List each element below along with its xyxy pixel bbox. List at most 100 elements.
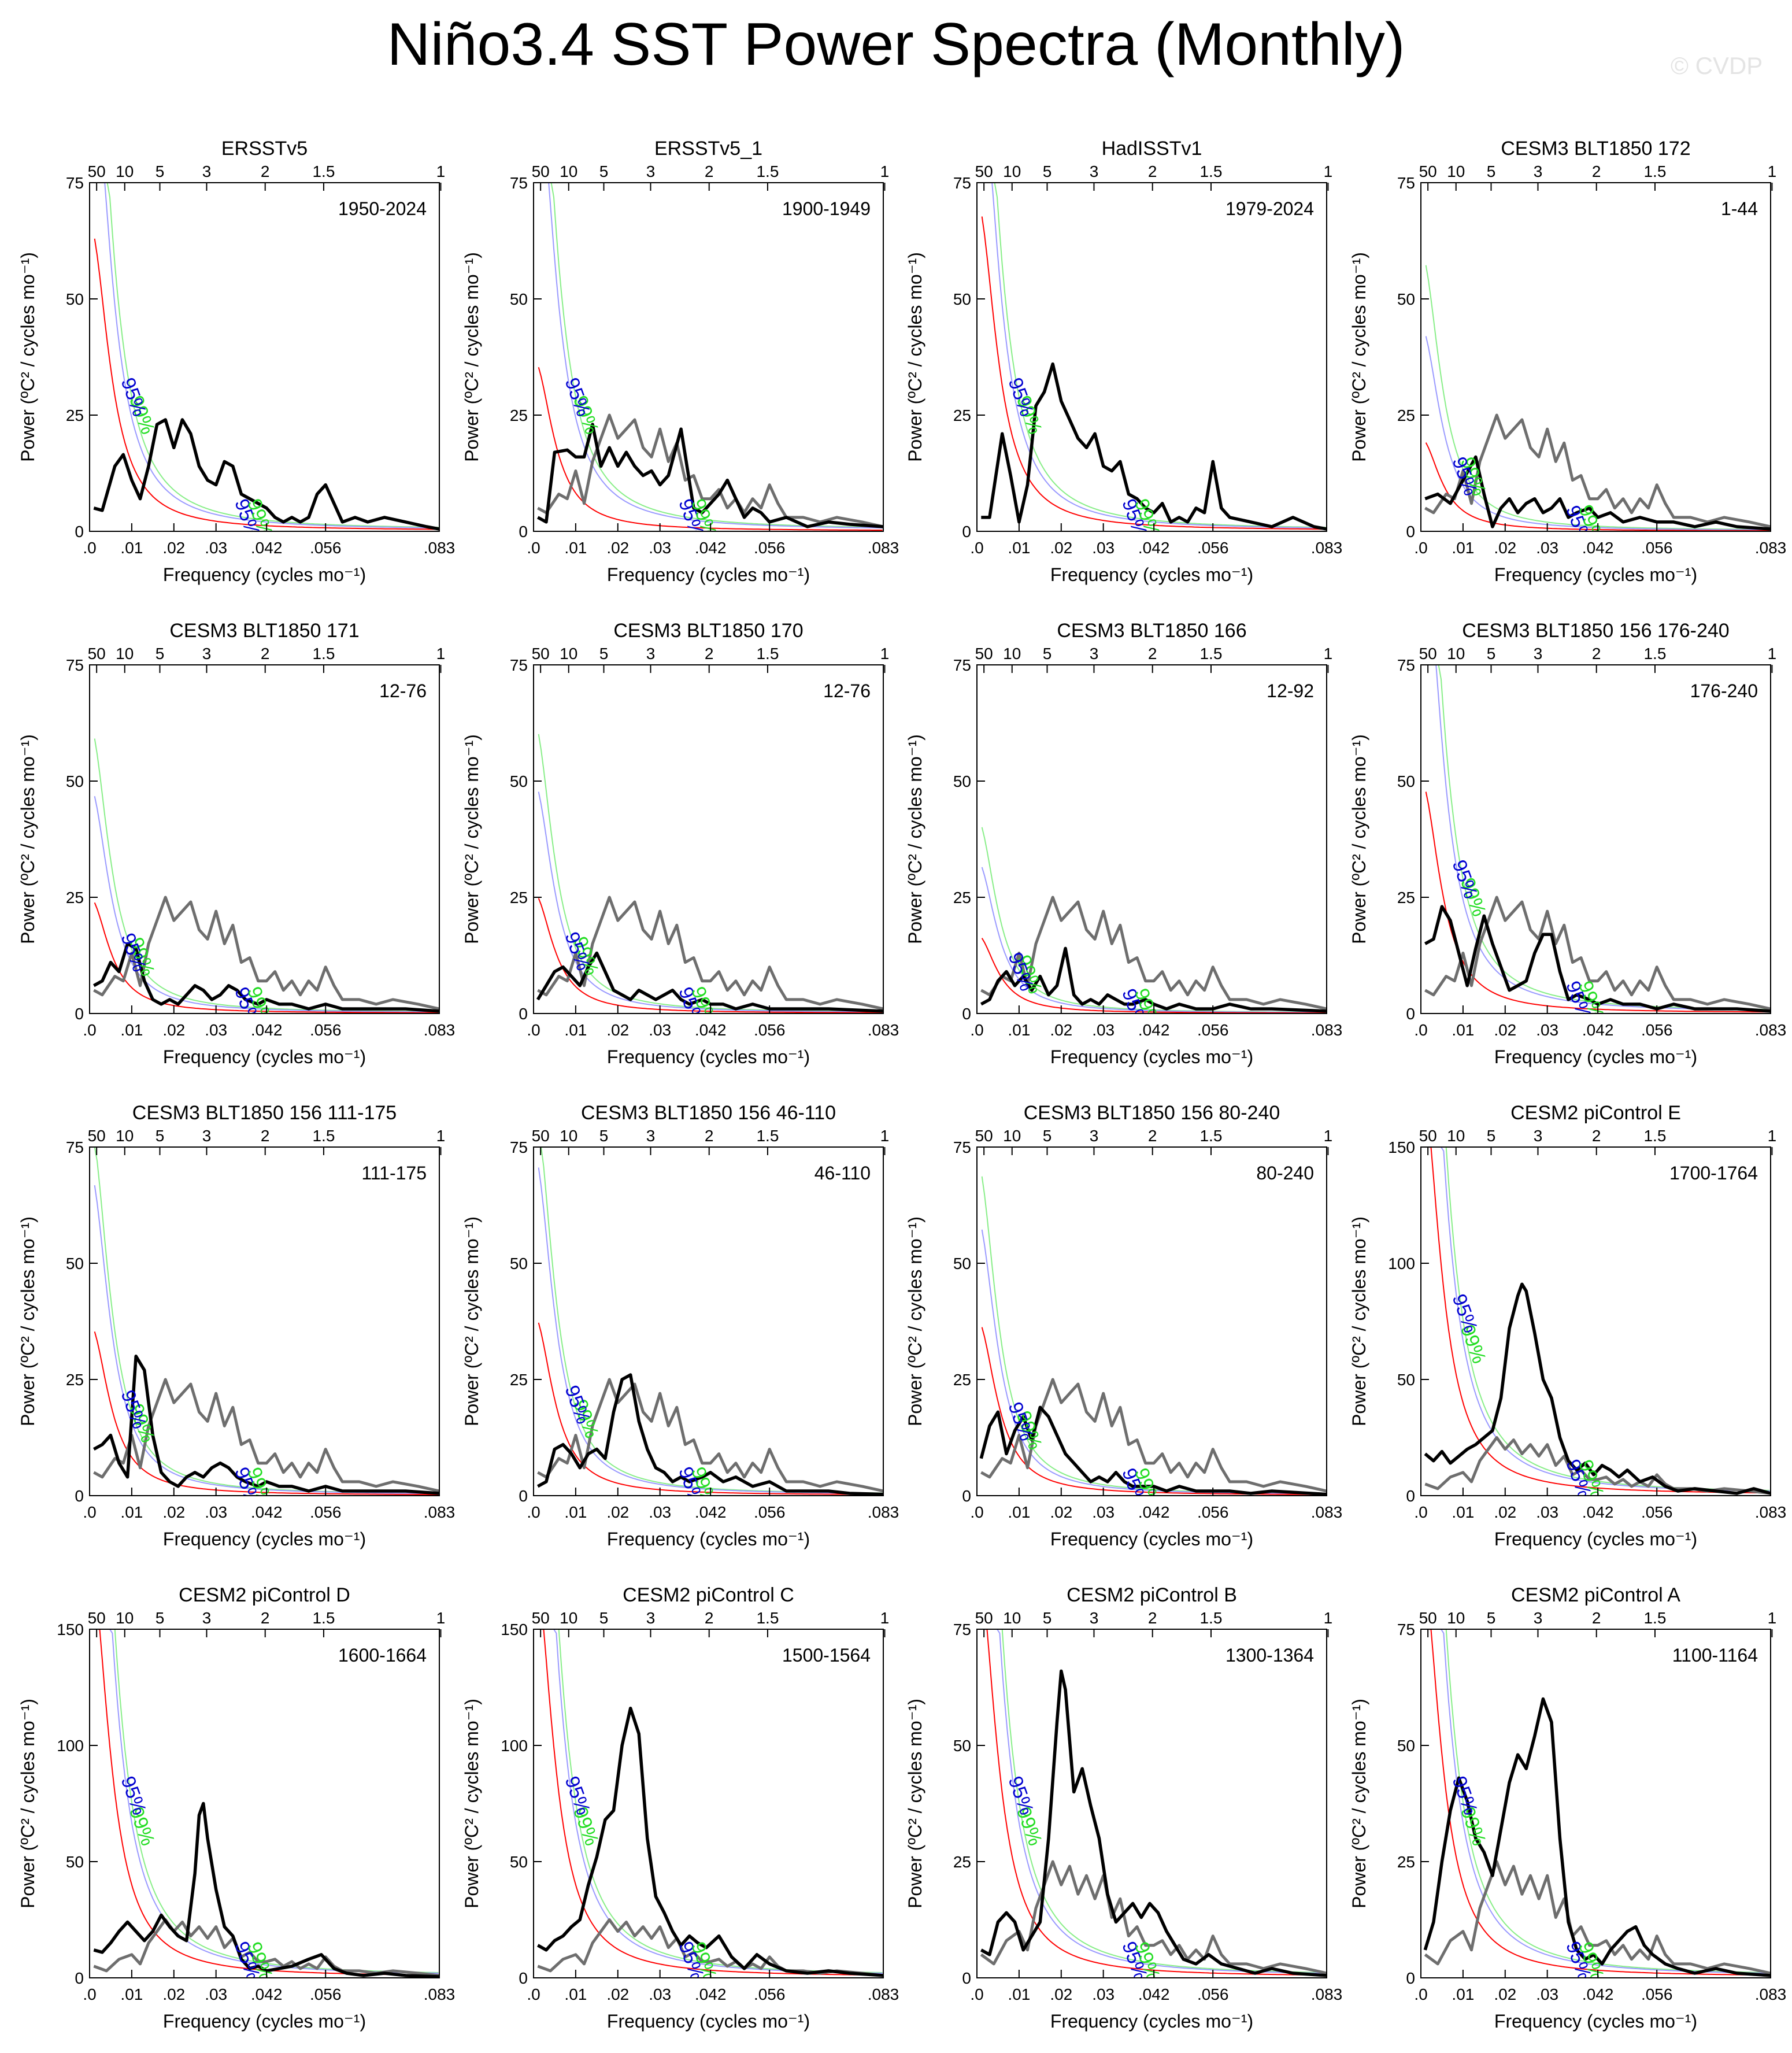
curve-layer: 99%95%95%99% bbox=[1424, 665, 1771, 1013]
panel-period: 1979-2024 bbox=[1225, 198, 1314, 219]
x-tick-label: .03 bbox=[1092, 1503, 1115, 1521]
plot-frame bbox=[1420, 182, 1771, 532]
x-axis-title: Frequency (cycles mo⁻¹) bbox=[1050, 1046, 1253, 1067]
plot-frame bbox=[89, 664, 440, 1014]
x-tick-label: .0 bbox=[527, 539, 540, 557]
x-tick-label: .042 bbox=[1582, 1021, 1614, 1039]
top-tick-label: 5 bbox=[155, 1127, 165, 1145]
y-axis-title: Power (ºC² / cycles mo⁻¹) bbox=[17, 252, 38, 462]
top-tick-label: 10 bbox=[1003, 162, 1021, 180]
sig95-label: 95% bbox=[1004, 1773, 1038, 1818]
x-tick-label: .02 bbox=[606, 1021, 629, 1039]
x-tick-label: .03 bbox=[649, 1021, 671, 1039]
panel-title: ERSSTv5 bbox=[221, 138, 308, 160]
y-tick-label: 0 bbox=[1406, 1969, 1415, 1987]
x-tick-label: .056 bbox=[310, 539, 342, 557]
plot-frame bbox=[89, 182, 440, 532]
y-tick-label: 150 bbox=[57, 1621, 84, 1638]
x-axis-title: Frequency (cycles mo⁻¹) bbox=[163, 1529, 366, 1549]
panel-period: 12-76 bbox=[823, 680, 871, 701]
x-tick-label: .056 bbox=[754, 1503, 786, 1521]
y-tick-label: 0 bbox=[519, 1005, 528, 1023]
y-tick-label: 0 bbox=[1406, 1487, 1415, 1505]
top-tick-label: 3 bbox=[1090, 1609, 1099, 1627]
top-tick-label: 1.5 bbox=[312, 162, 335, 180]
y-tick-label: 100 bbox=[501, 1737, 528, 1755]
y-tick-label: 0 bbox=[519, 523, 528, 541]
top-tick-label: 1 bbox=[1324, 1609, 1333, 1627]
reference-spectrum-line bbox=[980, 1860, 1327, 1975]
y-tick-label: 100 bbox=[1388, 1255, 1415, 1273]
panel-period: 1300-1364 bbox=[1225, 1645, 1314, 1666]
sig95-label: 95% bbox=[116, 375, 150, 419]
x-tick-label: .01 bbox=[1008, 1021, 1030, 1039]
top-tick-label: 10 bbox=[1447, 162, 1465, 180]
x-tick-label: .0 bbox=[83, 1985, 96, 2003]
top-tick-label: 1.5 bbox=[1643, 1127, 1666, 1145]
panel-title: CESM3 BLT1850 166 bbox=[1057, 620, 1246, 642]
top-tick-label: 1 bbox=[880, 645, 890, 663]
x-tick-label: .056 bbox=[754, 1985, 786, 2003]
x-tick-label: .056 bbox=[1641, 1021, 1673, 1039]
x-tick-label: .083 bbox=[424, 1021, 456, 1039]
top-tick-label: 10 bbox=[1447, 1127, 1465, 1145]
y-tick-label: 100 bbox=[57, 1737, 84, 1755]
x-tick-label: .03 bbox=[649, 1985, 671, 2003]
y-tick-label: 25 bbox=[66, 406, 84, 424]
y-tick-label: 25 bbox=[66, 1371, 84, 1389]
top-tick-label: 50 bbox=[532, 1127, 550, 1145]
top-tick-label: 1 bbox=[1768, 162, 1777, 180]
top-tick-label: 1.5 bbox=[312, 1127, 335, 1145]
spectrum-line bbox=[536, 1706, 883, 1977]
y-tick-label: 0 bbox=[75, 523, 84, 541]
panel-period: 1500-1564 bbox=[782, 1645, 871, 1666]
x-tick-label: .03 bbox=[1092, 1021, 1115, 1039]
x-tick-label: .02 bbox=[1050, 1021, 1072, 1039]
x-tick-label: .083 bbox=[424, 1503, 456, 1521]
y-tick-label: 25 bbox=[510, 406, 528, 424]
x-axis-title: Frequency (cycles mo⁻¹) bbox=[607, 1529, 810, 1549]
y-tick-label: 25 bbox=[1397, 889, 1415, 907]
sig99-curve bbox=[538, 183, 883, 528]
page-title: Niño3.4 SST Power Spectra (Monthly) bbox=[387, 11, 1405, 78]
top-tick-label: 1.5 bbox=[1643, 1609, 1666, 1627]
reference-spectrum-line bbox=[1424, 413, 1771, 528]
top-tick-label: 3 bbox=[646, 162, 656, 180]
x-tick-label: .03 bbox=[1536, 1985, 1558, 2003]
top-tick-label: 50 bbox=[975, 162, 993, 180]
spectrum-line bbox=[980, 1669, 1327, 1977]
top-tick-label: 1.5 bbox=[1643, 645, 1666, 663]
top-tick-label: 50 bbox=[532, 1609, 550, 1627]
panel-title: CESM3 BLT1850 156 80-240 bbox=[1024, 1102, 1280, 1124]
y-tick-label: 25 bbox=[953, 1371, 971, 1389]
x-tick-label: .0 bbox=[527, 1985, 540, 2003]
x-axis-title: Frequency (cycles mo⁻¹) bbox=[1494, 564, 1697, 585]
red-noise-curve bbox=[94, 238, 439, 530]
x-tick-label: .083 bbox=[1755, 1985, 1787, 2003]
x-tick-label: .0 bbox=[1414, 1021, 1427, 1039]
panel-title: CESM3 BLT1850 170 bbox=[613, 620, 803, 642]
y-tick-label: 25 bbox=[510, 1371, 528, 1389]
top-tick-label: 5 bbox=[599, 1609, 609, 1627]
top-tick-label: 10 bbox=[1003, 645, 1021, 663]
top-tick-label: 1.5 bbox=[312, 1609, 335, 1627]
x-tick-label: .056 bbox=[310, 1021, 342, 1039]
sig95-label: 95% bbox=[560, 1382, 594, 1427]
y-tick-label: 50 bbox=[953, 290, 971, 308]
y-axis-title: Power (ºC² / cycles mo⁻¹) bbox=[905, 1216, 925, 1426]
x-tick-label: .042 bbox=[1582, 1985, 1614, 2003]
y-tick-label: 75 bbox=[953, 1621, 971, 1638]
x-tick-label: .083 bbox=[868, 1985, 899, 2003]
sig95-curve bbox=[981, 1229, 1326, 1495]
top-tick-label: 1 bbox=[436, 1609, 446, 1627]
y-axis-title: Power (ºC² / cycles mo⁻¹) bbox=[1349, 1216, 1369, 1426]
x-tick-label: .0 bbox=[970, 1021, 983, 1039]
top-tick-label: 3 bbox=[1090, 1127, 1099, 1145]
y-tick-label: 150 bbox=[1388, 1138, 1415, 1156]
x-tick-label: .02 bbox=[1494, 539, 1516, 557]
top-tick-label: 5 bbox=[599, 645, 609, 663]
